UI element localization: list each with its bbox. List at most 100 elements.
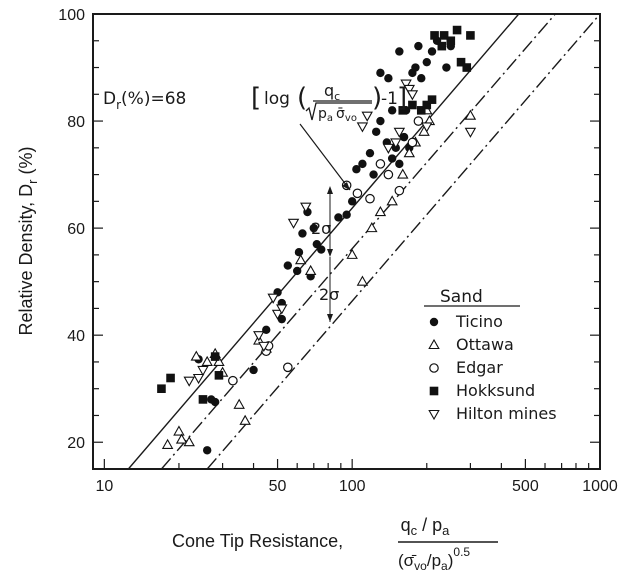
- data-point-edgar: [383, 169, 394, 180]
- trend-lines: [127, 14, 600, 469]
- svg-text:Dr(%)=68: Dr(%)=68: [103, 89, 186, 112]
- equation-lhs: D: [103, 89, 116, 109]
- equation-den-sigma: σ̄: [336, 106, 345, 122]
- data-point-hilton-mines: [300, 202, 312, 213]
- data-point-ticino: [294, 248, 304, 257]
- data-point-hokksund: [210, 352, 220, 361]
- data-point-ticino: [249, 365, 258, 375]
- legend-label-hokksund: Hokksund: [456, 381, 535, 400]
- x-label-den-exp: 0.5: [453, 545, 470, 559]
- x-label-den-rest: /p: [427, 551, 441, 570]
- x-label-den-sub2: a: [441, 559, 448, 573]
- data-point-ticino: [334, 213, 343, 222]
- data-point-ticino: [399, 132, 409, 142]
- data-point-ottawa: [161, 438, 174, 449]
- data-point-ticino: [414, 41, 423, 51]
- data-point-hokksund: [198, 395, 208, 404]
- x-label-num-sub: c: [411, 523, 418, 538]
- data-point-hokksund: [452, 25, 462, 35]
- data-point-edgar: [283, 362, 293, 373]
- data-point-hokksund: [157, 384, 166, 394]
- plot-frame: [92, 13, 601, 470]
- legend-marker-hilton-mines: [428, 409, 440, 421]
- y-tick-label: 100: [58, 7, 85, 24]
- data-point-hilton-mines: [400, 79, 412, 90]
- y-axis-label: Relative Density, Dr (%): [16, 146, 40, 335]
- data-point-ticino: [262, 325, 271, 335]
- x-label-den-open: (: [398, 551, 404, 570]
- equation-arrowhead: [342, 182, 350, 190]
- data-point-hilton-mines: [406, 90, 419, 101]
- data-point-ottawa: [175, 433, 188, 444]
- equation-den-sub2: vo: [345, 113, 357, 124]
- equation-lhs-sub: r: [116, 98, 121, 112]
- data-point-hilton-mines: [390, 138, 402, 149]
- data-point-hilton-mines: [464, 127, 477, 138]
- data-point-ottawa: [173, 425, 185, 436]
- data-point-ottawa: [356, 275, 369, 286]
- svg-text:]: ]: [397, 83, 407, 113]
- data-point-hokksund: [166, 373, 175, 383]
- data-point-hilton-mines: [197, 365, 209, 377]
- x-label-den-close: ): [448, 551, 454, 570]
- x-axis-label: Cone Tip Resistance, qc / pa (σ̄vo/pa)0.…: [172, 515, 498, 573]
- data-point-ottawa: [386, 195, 398, 206]
- data-point-hokksund: [408, 100, 417, 110]
- svg-text:paσ̄vo: pa σ̄vo: [318, 106, 357, 124]
- data-point-ottawa: [397, 168, 409, 179]
- equation-num-sub: c: [334, 90, 340, 103]
- equation-tail: -1: [381, 89, 398, 109]
- data-point-ticino: [442, 63, 451, 72]
- legend-title: Sand: [440, 287, 483, 307]
- svg-text:(: (: [297, 83, 307, 113]
- data-point-ticino: [347, 197, 357, 206]
- data-point-hilton-mines: [287, 218, 300, 229]
- data-point-ticino: [352, 165, 361, 174]
- equation-log: log: [264, 89, 290, 109]
- data-point-hokksund: [427, 95, 437, 104]
- data-point-hilton-mines: [382, 143, 395, 154]
- data-point-hilton-mines: [361, 111, 373, 122]
- data-point-edgar: [352, 188, 363, 199]
- x-label-den-sub: vo: [414, 559, 427, 573]
- data-point-ottawa: [183, 436, 195, 447]
- data-point-ticino: [317, 245, 326, 254]
- data-point-ticino: [395, 159, 404, 169]
- data-point-ticino: [427, 47, 437, 56]
- equation-sqrt-sign: [305, 102, 372, 121]
- y-tick-label: 60: [67, 221, 85, 238]
- data-point-ottawa: [213, 355, 225, 366]
- data-point-ticino: [365, 148, 375, 158]
- x-tick-label: 1000: [582, 478, 618, 495]
- data-point-hokksund: [446, 36, 456, 46]
- data-point-hokksund: [462, 63, 472, 72]
- data-point-ottawa: [190, 350, 203, 361]
- equation-den: p: [318, 106, 327, 122]
- y-tick-label: 80: [67, 114, 85, 131]
- legend-label-ottawa: Ottawa: [456, 335, 514, 354]
- data-point-hilton-mines: [403, 84, 416, 96]
- x-label-num: q: [401, 515, 411, 535]
- legend-label-edgar: Edgar: [456, 358, 503, 377]
- data-point-hilton-mines: [421, 122, 433, 133]
- data-point-ticino: [417, 74, 426, 83]
- y-tick-label: 40: [67, 328, 85, 345]
- x-label-num-sub2: a: [442, 523, 450, 538]
- trend-line-upper-bound: [127, 14, 520, 469]
- data-point-ticino: [387, 106, 397, 115]
- legend-marker-ticino: [429, 317, 439, 327]
- data-point-hokksund: [430, 31, 439, 40]
- data-point-edgar: [228, 375, 238, 386]
- data-point-hilton-mines: [393, 127, 406, 138]
- equation-num: q: [324, 81, 334, 100]
- legend-marker-edgar: [429, 363, 439, 373]
- data-point-edgar: [413, 116, 424, 126]
- data-point-hilton-mines: [183, 376, 195, 387]
- data-point-ticino: [292, 266, 302, 276]
- data-point-hilton-mines: [258, 341, 270, 353]
- data-point-hokksund: [437, 41, 447, 51]
- data-point-edgar: [375, 159, 386, 169]
- data-point-hilton-mines: [192, 373, 205, 385]
- data-point-ticino: [369, 170, 378, 179]
- data-point-hilton-mines: [253, 331, 265, 342]
